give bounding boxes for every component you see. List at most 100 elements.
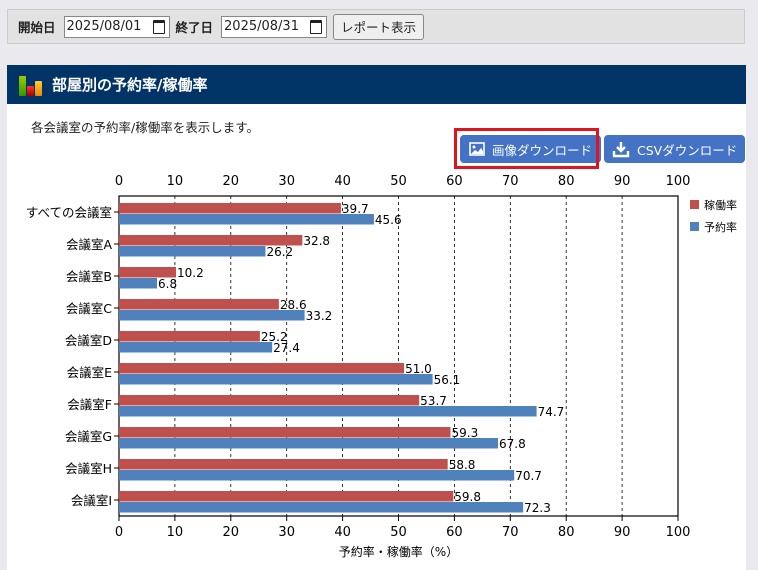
- data-label: 33.2: [306, 309, 333, 323]
- bar-occupancy: [119, 459, 448, 470]
- bar-reservation: [119, 246, 266, 257]
- data-label: 70.7: [515, 469, 542, 483]
- download-icon: [612, 142, 630, 158]
- bar-occupancy: [119, 427, 451, 438]
- data-label: 72.3: [524, 501, 551, 515]
- category-label: 会議室D: [65, 333, 112, 348]
- data-label: 28.6: [280, 298, 307, 312]
- start-date-label: 開始日: [18, 20, 56, 35]
- show-report-button[interactable]: レポート表示: [333, 13, 425, 40]
- panel-description: 各会議室の予約率/稼働率を表示します。: [31, 120, 259, 135]
- category-label: 会議室B: [66, 269, 112, 284]
- data-label: 56.1: [434, 373, 461, 387]
- legend-swatch: [690, 200, 699, 209]
- data-label: 45.6: [375, 213, 402, 227]
- bottom-tick-label: 80: [558, 525, 575, 540]
- image-download-label: 画像ダウンロード: [492, 142, 593, 158]
- top-tick-label: 10: [167, 174, 184, 189]
- plot-frame: [118, 195, 679, 517]
- top-tick-label: 20: [223, 174, 240, 189]
- bar-reservation: [119, 214, 374, 225]
- start-date-input[interactable]: 2025/08/01: [63, 15, 170, 38]
- bottom-tick-label: 100: [666, 525, 691, 540]
- data-label: 58.8: [449, 458, 476, 472]
- data-label: 25.2: [261, 330, 288, 344]
- bar-reservation: [119, 438, 499, 449]
- bottom-tick-label: 10: [167, 525, 184, 540]
- top-tick-label: 90: [614, 174, 631, 189]
- x-axis-title: 予約率・稼働率（%）: [339, 544, 458, 559]
- start-date-value: 2025/08/01: [66, 19, 142, 34]
- data-label: 67.8: [499, 437, 526, 451]
- legend-label: 予約率: [704, 220, 737, 234]
- data-label: 59.8: [454, 490, 481, 504]
- bottom-tick-label: 0: [115, 525, 123, 540]
- bottom-tick-label: 40: [334, 525, 351, 540]
- top-tick-label: 30: [278, 174, 295, 189]
- bar-reservation: [119, 310, 305, 321]
- data-label: 27.4: [273, 341, 300, 355]
- bar-reservation: [119, 278, 158, 289]
- category-label: 会議室G: [65, 429, 112, 444]
- data-label: 39.7: [342, 202, 369, 216]
- legend-swatch: [690, 222, 699, 231]
- bar-occupancy: [119, 363, 405, 374]
- bottom-tick-label: 90: [614, 525, 631, 540]
- top-tick-label: 100: [666, 174, 691, 189]
- panel-header: 部屋別の予約率/稼働率: [7, 65, 746, 104]
- top-tick-label: 50: [390, 174, 407, 189]
- legend-label: 稼働率: [704, 198, 737, 212]
- data-label: 74.7: [538, 405, 565, 419]
- bar-reservation: [119, 374, 433, 385]
- bottom-tick-label: 50: [390, 525, 407, 540]
- csv-download-label: CSVダウンロード: [637, 142, 738, 158]
- image-icon: [469, 142, 485, 156]
- bar-chart-icon: [19, 74, 42, 96]
- end-date-input[interactable]: 2025/08/31: [221, 15, 328, 38]
- category-label: 会議室H: [65, 461, 112, 476]
- calendar-icon[interactable]: [310, 19, 323, 34]
- data-label: 51.0: [405, 362, 432, 376]
- top-tick-label: 40: [334, 174, 351, 189]
- category-label: 会議室E: [67, 365, 113, 380]
- calendar-icon[interactable]: [152, 19, 165, 34]
- category-label: 会議室C: [66, 301, 113, 316]
- bar-occupancy: [119, 331, 260, 342]
- top-tick-label: 0: [115, 174, 123, 189]
- data-label: 10.2: [177, 266, 204, 280]
- image-download-button[interactable]: 画像ダウンロード: [460, 135, 602, 163]
- bar-reservation: [119, 470, 515, 481]
- data-label: 6.8: [158, 277, 177, 291]
- bar-occupancy: [119, 235, 303, 246]
- data-label: 59.3: [451, 426, 478, 440]
- category-label: すべての会議室: [26, 205, 112, 220]
- bar-occupancy: [119, 203, 341, 214]
- category-label: 会議室F: [67, 397, 112, 412]
- bar-reservation: [119, 342, 273, 353]
- top-tick-label: 60: [446, 174, 463, 189]
- bar-occupancy: [119, 299, 279, 310]
- data-label: 26.2: [266, 245, 293, 259]
- bottom-tick-label: 70: [502, 525, 519, 540]
- top-tick-label: 70: [502, 174, 519, 189]
- bottom-tick-label: 30: [278, 525, 295, 540]
- highlight-box: [454, 128, 599, 169]
- csv-download-button[interactable]: CSVダウンロード: [604, 135, 746, 163]
- data-label: 53.7: [420, 394, 447, 408]
- bar-occupancy: [119, 395, 420, 406]
- bar-reservation: [119, 406, 537, 417]
- top-tick-label: 80: [558, 174, 575, 189]
- end-date-value: 2025/08/31: [224, 19, 299, 34]
- filter-bar: 開始日 2025/08/01 終了日 2025/08/31 レポート表示: [7, 9, 745, 44]
- category-label: 会議室A: [66, 237, 113, 252]
- bar-reservation: [119, 502, 524, 513]
- data-label: 32.8: [303, 234, 330, 248]
- bottom-tick-label: 20: [223, 525, 240, 540]
- category-label: 会議室I: [71, 493, 112, 508]
- bar-occupancy: [119, 491, 454, 502]
- end-date-label: 終了日: [175, 20, 214, 35]
- bottom-tick-label: 60: [446, 525, 463, 540]
- panel-title: 部屋別の予約率/稼働率: [52, 76, 208, 94]
- bar-occupancy: [119, 267, 177, 278]
